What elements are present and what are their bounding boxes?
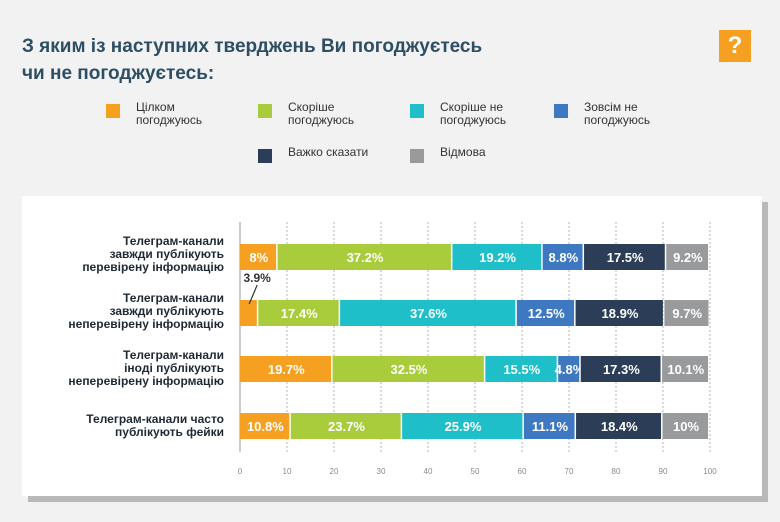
x-tick-label: 50 <box>471 467 480 476</box>
data-label: 17.5% <box>607 250 644 265</box>
bar-segment <box>240 356 332 382</box>
bar-segment <box>332 356 484 382</box>
category-label: Телеграм-канали завжди публікують непере… <box>68 291 224 331</box>
data-label: 18.9% <box>602 306 639 321</box>
legend-swatch <box>258 149 272 163</box>
bar-segment <box>516 300 575 326</box>
data-label: 17.4% <box>281 306 318 321</box>
legend-item-fully-disagree: Зовсім не погоджуюсь <box>554 101 650 127</box>
bar-segment <box>277 244 451 270</box>
data-label: 15.5% <box>503 362 540 377</box>
bar-segment <box>580 356 661 382</box>
data-label: 3.9% <box>243 271 271 285</box>
data-label: 4.8% <box>555 362 585 377</box>
data-label: 37.6% <box>410 306 447 321</box>
data-label: 10.1% <box>667 362 704 377</box>
legend-swatch <box>410 149 424 163</box>
data-label: 19.2% <box>479 250 516 265</box>
data-label: 19.7% <box>268 362 305 377</box>
x-tick-label: 60 <box>518 467 527 476</box>
data-label: 37.2% <box>347 250 384 265</box>
question-icon: ? <box>719 30 751 62</box>
callout-line <box>248 284 258 305</box>
legend-item-hard-to-say: Важко сказати <box>258 146 368 163</box>
data-label: 9.7% <box>672 306 702 321</box>
data-label: 25.9% <box>445 419 482 434</box>
bar-segment <box>340 300 516 326</box>
legend-item-rather-agree: Скоріше погоджуюсь <box>258 101 354 127</box>
category-label: Телеграм-канали іноді публікують неперев… <box>68 348 224 388</box>
legend-item-refusal: Відмова <box>410 146 486 163</box>
bar-segment <box>402 413 523 439</box>
bar-segment <box>290 413 401 439</box>
data-label: 32.5% <box>391 362 428 377</box>
legend-label: Зовсім не погоджуюсь <box>584 100 651 127</box>
bar-segment <box>523 413 575 439</box>
bar-segment <box>258 300 339 326</box>
legend-label: Важко сказати <box>288 145 369 159</box>
category-label: Телеграм-канали часто публікують фейки <box>86 412 224 439</box>
category-label: Телеграм-канали завжди публікують переві… <box>82 234 224 274</box>
chart-title: З яким із наступних тверджень Ви погоджу… <box>22 33 642 87</box>
bar-segment <box>240 300 257 326</box>
bar-segment <box>452 244 542 270</box>
question-icon-glyph: ? <box>727 32 743 59</box>
data-label: 10% <box>673 419 699 434</box>
x-tick-label: 40 <box>424 467 433 476</box>
bar-segment <box>240 413 290 439</box>
bar-segment <box>584 244 665 270</box>
legend-label: Скоріше не погоджуюсь <box>440 100 507 127</box>
bar-segment <box>542 244 583 270</box>
bar-segment <box>662 413 709 439</box>
bar-segment <box>558 356 580 382</box>
chart-title-text: З яким із наступних тверджень Ви погоджу… <box>22 36 483 84</box>
data-label: 18.4% <box>601 419 638 434</box>
x-tick-label: 70 <box>565 467 574 476</box>
legend-label: Цілком погоджуюсь <box>136 100 203 127</box>
x-tick-label: 0 <box>238 467 243 476</box>
legend-item-rather-disagree: Скоріше не погоджуюсь <box>410 101 506 127</box>
data-label: 9.2% <box>673 250 703 265</box>
bar-segment <box>240 244 277 270</box>
bar-segment <box>485 356 557 382</box>
bar-segment <box>664 300 709 326</box>
legend-swatch <box>106 104 120 118</box>
legend-swatch <box>554 104 568 118</box>
legend-item-fully-agree: Цілком погоджуюсь <box>106 101 202 127</box>
bar-segment <box>662 356 709 382</box>
data-label: 23.7% <box>328 419 365 434</box>
data-label: 17.3% <box>603 362 640 377</box>
legend-label: Скоріше погоджуюсь <box>288 100 355 127</box>
legend-swatch <box>258 104 272 118</box>
x-tick-label: 10 <box>283 467 292 476</box>
data-label: 8% <box>249 250 268 265</box>
x-tick-label: 80 <box>612 467 621 476</box>
data-label: 11.1% <box>532 419 569 434</box>
bar-segment <box>666 244 709 270</box>
x-tick-label: 20 <box>330 467 339 476</box>
data-label: 12.5% <box>528 306 565 321</box>
x-tick-label: 30 <box>377 467 386 476</box>
legend-label: Відмова <box>440 145 486 159</box>
x-tick-label: 90 <box>659 467 668 476</box>
data-label: 8.8% <box>549 250 579 265</box>
bar-segment <box>576 413 662 439</box>
x-tick-label: 100 <box>703 467 717 476</box>
data-label: 10.8% <box>247 419 284 434</box>
legend-swatch <box>410 104 424 118</box>
bar-segment <box>575 300 663 326</box>
